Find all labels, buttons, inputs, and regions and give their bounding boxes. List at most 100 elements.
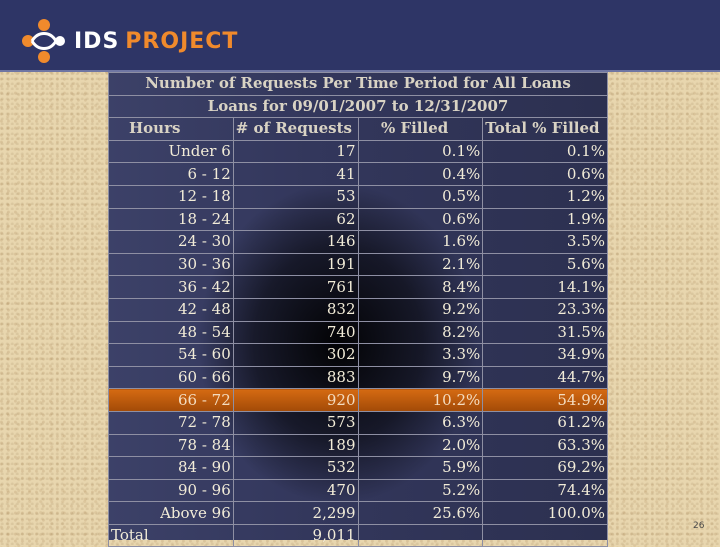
- hours-cell: 78 - 84: [108, 433, 234, 458]
- table-row: 90 - 96 470 5.2% 74.4%: [108, 478, 608, 503]
- requests-cell: 2,299: [232, 501, 359, 525]
- requests-cell: 883: [232, 365, 359, 390]
- filled-cell: 0.1%: [357, 139, 484, 164]
- logo-project-text: PROJECT: [125, 28, 239, 54]
- requests-cell: 532: [232, 456, 359, 480]
- table-title: Number of Requests Per Time Period for A…: [108, 72, 608, 96]
- page-number: 26: [693, 521, 705, 531]
- filled-cell: 6.3%: [357, 410, 484, 435]
- column-header-total-filled: Total % Filled: [482, 117, 608, 141]
- table-row: Under 6 17 0.1% 0.1%: [108, 139, 608, 164]
- filled-cell: 5.2%: [357, 478, 484, 503]
- filled-cell: 5.9%: [357, 456, 484, 480]
- hours-cell: 18 - 24: [108, 207, 234, 232]
- table-row: 12 - 18 53 0.5% 1.2%: [108, 184, 608, 209]
- table-row: 30 - 36 191 2.1% 5.6%: [108, 252, 608, 277]
- requests-cell: 146: [232, 230, 359, 254]
- requests-cell: 302: [232, 343, 359, 367]
- table-row: 60 - 66 883 9.7% 44.7%: [108, 365, 608, 390]
- filled-cell: 2.0%: [357, 433, 484, 458]
- requests-cell: 191: [232, 252, 359, 277]
- table-row: 24 - 30 146 1.6% 3.5%: [108, 230, 608, 254]
- requests-cell: 41: [232, 162, 359, 186]
- total-percent-empty: [482, 523, 608, 547]
- hours-cell: 12 - 18: [108, 184, 234, 209]
- hours-cell: Above 96: [108, 501, 234, 525]
- total-filled-cell: 31.5%: [482, 320, 608, 345]
- hours-cell: 48 - 54: [108, 320, 234, 345]
- requests-cell: 740: [232, 320, 359, 345]
- total-requests: 9,011: [232, 523, 359, 547]
- total-filled-cell: 1.2%: [482, 184, 608, 209]
- requests-cell: 53: [232, 184, 359, 209]
- filled-cell: 10.2%: [357, 388, 484, 412]
- hours-cell: 66 - 72: [108, 388, 234, 412]
- total-filled-cell: 54.9%: [482, 388, 608, 412]
- table-row: 42 - 48 832 9.2% 23.3%: [108, 297, 608, 322]
- hours-cell: Under 6: [108, 139, 234, 164]
- total-filled-empty: [357, 523, 484, 547]
- requests-cell: 920: [232, 388, 359, 412]
- header-band: IDS PROJECT: [0, 0, 720, 72]
- hours-cell: 72 - 78: [108, 410, 234, 435]
- filled-cell: 8.2%: [357, 320, 484, 345]
- total-filled-cell: 23.3%: [482, 297, 608, 322]
- table-row: 72 - 78 573 6.3% 61.2%: [108, 410, 608, 435]
- filled-cell: 9.2%: [357, 297, 484, 322]
- column-header-filled: % Filled: [357, 117, 484, 141]
- total-filled-cell: 44.7%: [482, 365, 608, 390]
- table-row: 54 - 60 302 3.3% 34.9%: [108, 343, 608, 367]
- hours-cell: 6 - 12: [108, 162, 234, 186]
- filled-cell: 9.7%: [357, 365, 484, 390]
- total-filled-cell: 34.9%: [482, 343, 608, 367]
- logo-ids-text: IDS: [74, 28, 120, 54]
- total-filled-cell: 5.6%: [482, 252, 608, 277]
- total-filled-cell: 0.1%: [482, 139, 608, 164]
- loan-requests-table: Number of Requests Per Time Period for A…: [108, 72, 608, 547]
- total-filled-cell: 63.3%: [482, 433, 608, 458]
- filled-cell: 2.1%: [357, 252, 484, 277]
- hours-cell: 24 - 30: [108, 230, 234, 254]
- total-label: Total: [108, 523, 234, 547]
- hours-cell: 30 - 36: [108, 252, 234, 277]
- filled-cell: 0.4%: [357, 162, 484, 186]
- table-row: 48 - 54 740 8.2% 31.5%: [108, 320, 608, 345]
- hours-cell: 54 - 60: [108, 343, 234, 367]
- filled-cell: 0.6%: [357, 207, 484, 232]
- total-filled-cell: 14.1%: [482, 275, 608, 299]
- table-subtitle: Loans for 09/01/2007 to 12/31/2007: [108, 94, 608, 119]
- table-row: 18 - 24 62 0.6% 1.9%: [108, 207, 608, 232]
- column-header-requests: # of Requests: [232, 117, 359, 141]
- requests-cell: 761: [232, 275, 359, 299]
- filled-cell: 8.4%: [357, 275, 484, 299]
- requests-cell: 832: [232, 297, 359, 322]
- hours-cell: 84 - 90: [108, 456, 234, 480]
- total-filled-cell: 61.2%: [482, 410, 608, 435]
- total-filled-cell: 0.6%: [482, 162, 608, 186]
- filled-cell: 0.5%: [357, 184, 484, 209]
- table-row: Above 96 2,299 25.6% 100.0%: [108, 501, 608, 525]
- total-filled-cell: 1.9%: [482, 207, 608, 232]
- total-filled-cell: 100.0%: [482, 501, 608, 525]
- column-header-hours: Hours: [108, 117, 234, 141]
- requests-cell: 17: [232, 139, 359, 164]
- requests-cell: 470: [232, 478, 359, 503]
- total-row: Total 9,011: [108, 523, 608, 547]
- ids-project-logo: IDS PROJECT: [22, 16, 238, 66]
- filled-cell: 1.6%: [357, 230, 484, 254]
- total-filled-cell: 3.5%: [482, 230, 608, 254]
- total-filled-cell: 69.2%: [482, 456, 608, 480]
- hours-cell: 42 - 48: [108, 297, 234, 322]
- table-row: 84 - 90 532 5.9% 69.2%: [108, 456, 608, 480]
- requests-cell: 62: [232, 207, 359, 232]
- filled-cell: 25.6%: [357, 501, 484, 525]
- filled-cell: 3.3%: [357, 343, 484, 367]
- table-row: 78 - 84 189 2.0% 63.3%: [108, 433, 608, 458]
- table-row: 36 - 42 761 8.4% 14.1%: [108, 275, 608, 299]
- hours-cell: 36 - 42: [108, 275, 234, 299]
- requests-cell: 189: [232, 433, 359, 458]
- total-filled-cell: 74.4%: [482, 478, 608, 503]
- ids-logo-mark-icon: [22, 19, 65, 63]
- hours-cell: 90 - 96: [108, 478, 234, 503]
- table-row: 6 - 12 41 0.4% 0.6%: [108, 162, 608, 186]
